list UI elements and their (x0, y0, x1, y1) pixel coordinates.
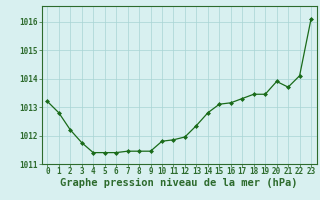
X-axis label: Graphe pression niveau de la mer (hPa): Graphe pression niveau de la mer (hPa) (60, 178, 298, 188)
